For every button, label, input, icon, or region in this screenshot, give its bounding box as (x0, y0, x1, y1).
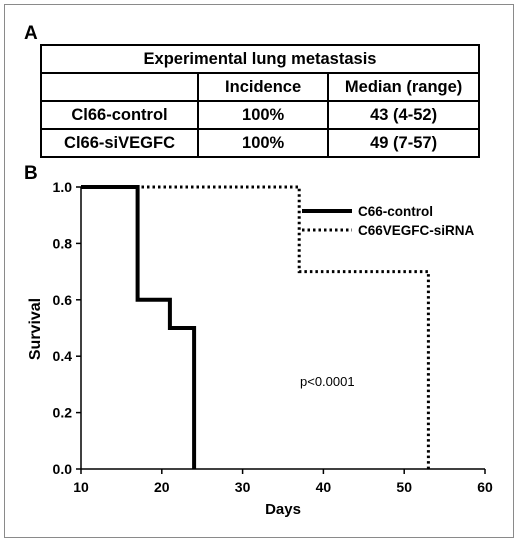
table-row: Cl66-control 100% 43 (4-52) (39, 100, 480, 130)
panel-label-a: A (24, 23, 38, 44)
table-title-row: Experimental lung metastasis (40, 44, 480, 74)
x-tick-label: 50 (396, 479, 412, 495)
row-median: 43 (4-52) (327, 100, 480, 130)
chart-axes: 0.0 0.2 0.4 0.6 0.8 1.0 10 20 30 40 50 60 (53, 179, 493, 495)
y-tick-label: 0.4 (53, 348, 73, 364)
y-tick-label: 1.0 (53, 179, 73, 195)
x-tick-label: 10 (73, 479, 89, 495)
y-tick-label: 0.0 (53, 461, 73, 477)
chart-legend: C66-control C66VEGFC-siRNA (302, 204, 475, 238)
table-row: Cl66-siVEGFC 100% 49 (7-57) (39, 128, 480, 158)
row-median: 49 (7-57) (327, 128, 480, 158)
header-incidence: Incidence (197, 72, 330, 102)
chart-series (81, 185, 430, 469)
y-tick-label: 0.6 (53, 292, 73, 308)
x-tick-label: 60 (477, 479, 493, 495)
row-incidence: 100% (197, 100, 330, 130)
y-axis-label: Survival (27, 298, 44, 360)
legend-label: C66VEGFC-siRNA (358, 223, 475, 238)
metastasis-table: Experimental lung metastasis Incidence M… (39, 44, 480, 158)
y-tick-label: 0.8 (53, 235, 73, 251)
x-tick-label: 40 (316, 479, 332, 495)
p-value-annotation: p<0.0001 (300, 374, 355, 389)
x-tick-label: 20 (154, 479, 170, 495)
series-line-2 (81, 185, 430, 469)
row-name: Cl66-control (39, 100, 200, 130)
y-tick-label: 0.2 (53, 405, 73, 421)
table-header-row: Incidence Median (range) (39, 72, 480, 102)
row-incidence: 100% (197, 128, 330, 158)
panel-label-b: B (24, 163, 38, 184)
x-axis-label: Days (265, 501, 301, 518)
header-median: Median (range) (327, 72, 480, 102)
header-empty (39, 72, 200, 102)
row-name: Cl66-siVEGFC (39, 128, 200, 158)
legend-label: C66-control (358, 204, 433, 219)
x-tick-label: 30 (235, 479, 251, 495)
series-line-1 (81, 185, 197, 469)
table-title: Experimental lung metastasis (40, 44, 480, 74)
